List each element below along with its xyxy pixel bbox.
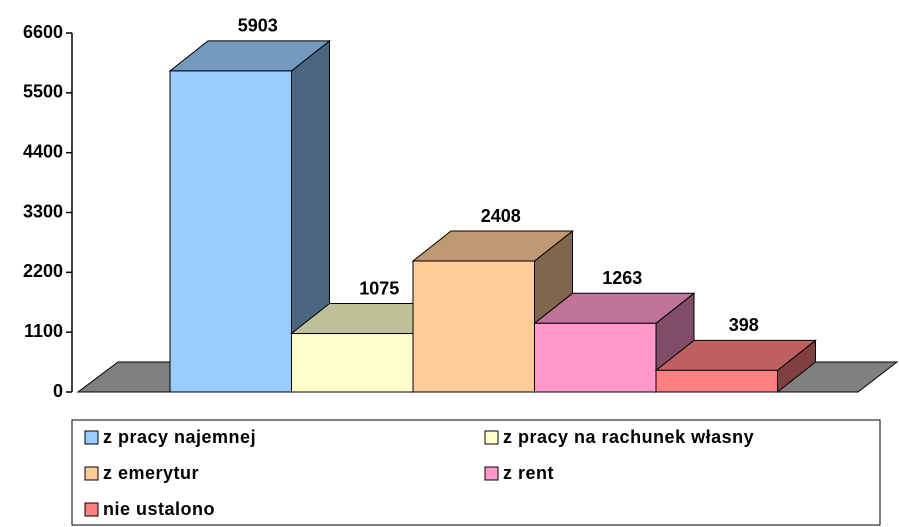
y-tick-label: 0 [53,381,63,401]
y-tick-label: 4400 [23,141,63,161]
legend-swatch [84,502,99,517]
legend-label: z rent [503,463,554,483]
y-tick-label: 6600 [23,22,63,42]
value-label: 2408 [481,206,521,226]
legend-label: z pracy na rachunek własny [503,427,754,447]
y-tick-label: 2200 [23,261,63,281]
value-label: 5903 [238,16,278,36]
legend-label: z emerytur [103,463,199,483]
legend-swatch [484,466,499,481]
legend-box [71,419,881,526]
bar-front [291,333,414,393]
y-tick-label: 3300 [23,201,63,221]
value-label: 1075 [359,278,399,298]
bar-front [412,260,535,393]
bar-front [655,369,778,393]
bar-front [534,322,657,393]
value-label: 398 [729,315,759,335]
legend-swatch [84,466,99,481]
legend-label: z pracy najemnej [103,427,256,447]
y-tick-label: 5500 [23,82,63,102]
legend-swatch [484,430,499,445]
legend-swatch [84,430,99,445]
bar-front [169,70,292,393]
legend-label: nie ustalono [103,499,215,519]
bar [654,339,817,394]
value-label: 1263 [602,268,642,288]
y-tick-label: 1100 [24,321,63,341]
